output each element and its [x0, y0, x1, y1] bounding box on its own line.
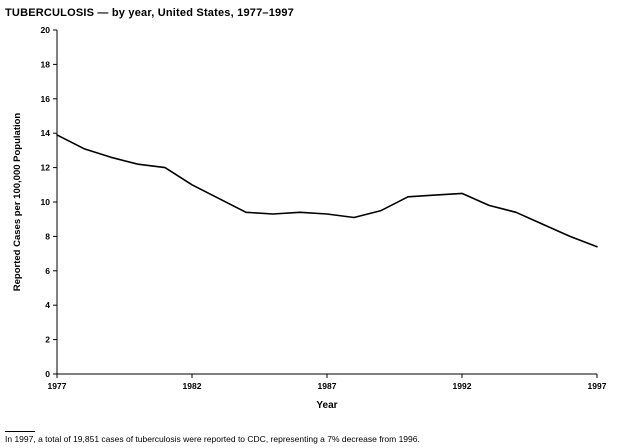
x-axis-label: Year — [316, 400, 338, 411]
y-tick-label: 18 — [41, 59, 51, 69]
x-tick-label: 1987 — [318, 381, 337, 391]
y-tick-label: 20 — [41, 25, 51, 35]
y-tick-label: 16 — [41, 94, 51, 104]
y-tick-label: 8 — [45, 231, 50, 241]
y-tick-label: 12 — [41, 163, 51, 173]
y-tick-label: 10 — [41, 197, 51, 207]
tb-rate-line — [56, 134, 598, 248]
x-tick-label: 1997 — [588, 381, 607, 391]
x-tick-label: 1982 — [183, 381, 202, 391]
y-tick-label: 14 — [41, 128, 51, 138]
y-tick-label: 6 — [45, 266, 50, 276]
chart-title: TUBERCULOSIS — by year, United States, 1… — [5, 7, 294, 19]
tb-line-chart: 0 2 4 6 8 10 12 14 16 18 20 1977 1982 1987 1992 1997 Rep… — [12, 25, 607, 391]
y-axis-label: Reported Cases per 100,000 Population — [12, 113, 23, 292]
y-tick-label: 0 — [45, 369, 50, 379]
footnote: In 1997, a total of 19,851 cases of tube… — [5, 431, 420, 444]
footnote-rule — [5, 431, 35, 432]
y-tick-label: 2 — [45, 335, 50, 345]
x-tick-label: 1992 — [453, 381, 472, 391]
x-tick-label: 1977 — [48, 381, 67, 391]
y-tick-label: 4 — [45, 300, 50, 310]
footnote-text: In 1997, a total of 19,851 cases of tube… — [5, 434, 420, 444]
